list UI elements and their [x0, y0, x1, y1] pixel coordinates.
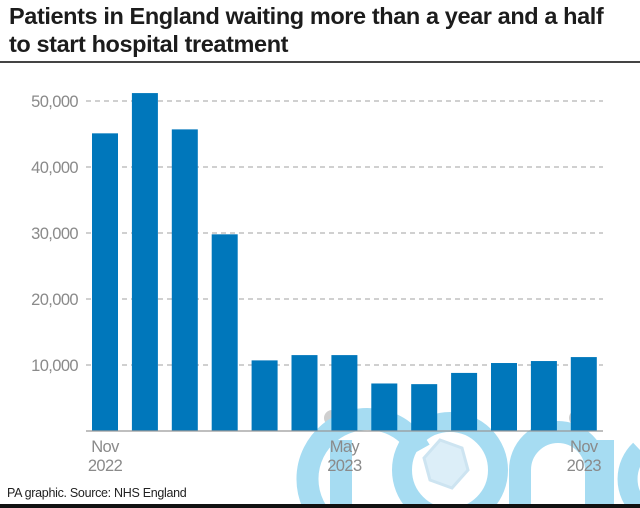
- watermark-letter-o: [392, 412, 508, 508]
- chart-title: Patients in England waiting more than a …: [9, 3, 604, 57]
- x-tick-label-year: 2023: [327, 457, 362, 475]
- bottom-border: [0, 504, 640, 508]
- bar-jun-2023: [371, 383, 398, 431]
- bar-nov-2022: [92, 133, 118, 431]
- bar-aug-2023: [451, 372, 478, 431]
- watermark-letter-i2: [592, 440, 614, 508]
- bar-nov-2023: [570, 357, 597, 431]
- y-tick-label: 50,000: [31, 93, 78, 111]
- title-divider: [0, 61, 640, 63]
- y-tick-label: 30,000: [31, 225, 78, 243]
- x-tick-label-month: Nov: [91, 438, 120, 456]
- bar-mar-2023: [251, 360, 278, 431]
- bar-dec-2022: [131, 93, 158, 431]
- x-tick-label-month: May: [330, 438, 361, 456]
- x-tick-label-year: 2023: [567, 457, 602, 475]
- watermark-letter-c2: [617, 442, 640, 508]
- bar-jul-2023: [411, 384, 438, 431]
- bar-oct-2023: [530, 361, 557, 431]
- y-tick-label: 40,000: [31, 159, 78, 177]
- bars: [92, 93, 597, 431]
- bar-feb-2023: [211, 234, 238, 431]
- source-note: PA graphic. Source: NHS England: [7, 486, 187, 500]
- x-tick-label-month: Nov: [570, 438, 599, 456]
- y-tick-label: 10,000: [31, 357, 78, 375]
- gridlines: [86, 100, 603, 366]
- watermark-letter-i: [330, 440, 352, 508]
- bar-apr-2023: [291, 355, 318, 431]
- x-tick-label-year: 2022: [88, 457, 123, 475]
- watermark-hexagon: [422, 438, 470, 490]
- bar-sep-2023: [491, 363, 517, 431]
- bar-jan-2023: [171, 129, 198, 431]
- y-tick-label: 20,000: [31, 291, 78, 309]
- bar-may-2023: [331, 355, 358, 431]
- y-axis-labels: 10,000 20,000 30,000 40,000 50,000: [31, 93, 79, 375]
